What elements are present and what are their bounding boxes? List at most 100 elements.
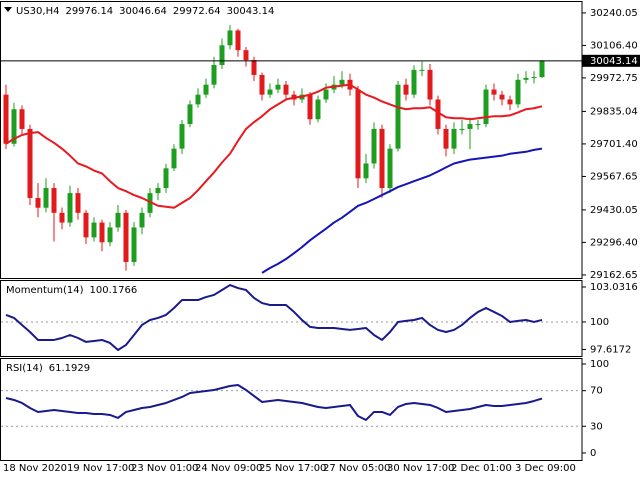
candle-body — [315, 99, 321, 120]
candle-body — [339, 79, 345, 85]
main-panel-frame — [0, 1, 583, 279]
candle-body — [155, 188, 161, 194]
candle-body — [235, 30, 241, 51]
candle-body — [251, 60, 257, 75]
moving-average — [5, 83, 543, 209]
y-tick-label: 29701.40 — [590, 139, 638, 150]
candle-body — [451, 128, 457, 149]
indicator-title: RSI(14) — [6, 363, 43, 374]
candle-body — [171, 148, 177, 169]
candle-body — [27, 128, 33, 198]
candle-body — [115, 212, 121, 228]
candle-body — [491, 89, 497, 95]
header-low: 29972.64 — [173, 6, 221, 17]
x-tick-label: 2 Dec 01:00 — [451, 463, 512, 474]
candle-body — [275, 84, 281, 90]
candle-body — [363, 163, 369, 179]
candle-body — [355, 89, 361, 179]
candle-body — [323, 89, 329, 100]
x-tick-label: 30 Nov 17:00 — [387, 463, 454, 474]
candle-body — [523, 77, 529, 80]
candle-body — [467, 124, 473, 129]
x-tick-label: 23 Nov 01:00 — [131, 463, 198, 474]
candle-body — [443, 128, 449, 149]
candle-body — [379, 128, 385, 189]
y-tick-label: 29835.04 — [590, 106, 638, 117]
y-tick-label: 29972.75 — [590, 73, 638, 84]
y-tick-label: 30 — [590, 421, 603, 432]
candle-body — [515, 79, 521, 105]
candle-body — [83, 212, 89, 238]
candle-body — [163, 168, 169, 189]
y-tick-label: 29296.40 — [590, 237, 638, 248]
header-close: 30043.14 — [227, 6, 275, 17]
candle-body — [243, 50, 249, 61]
candle-body — [43, 188, 49, 208]
candle-body — [107, 227, 113, 243]
candle-body — [123, 212, 129, 262]
y-tick-label: 29430.05 — [590, 205, 638, 216]
candle-body — [459, 128, 465, 130]
candle-body — [99, 222, 105, 243]
y-tick-label: 30240.05 — [590, 8, 638, 19]
candle-body — [387, 148, 393, 189]
candle-body — [19, 109, 25, 129]
candle-body — [59, 212, 65, 223]
indicator-value: 100.1766 — [90, 285, 138, 296]
y-tick-label: 29162.65 — [590, 270, 638, 281]
candle-body — [427, 69, 433, 100]
candle-body — [259, 74, 265, 95]
y-tick-label: 97.6172 — [590, 344, 631, 355]
candle-body — [11, 109, 17, 144]
candle-body — [307, 94, 313, 120]
header-open: 29976.14 — [65, 6, 113, 17]
candle-body — [435, 99, 441, 129]
last-price-label: 30043.14 — [590, 56, 638, 67]
candle-body — [75, 193, 81, 213]
candle-body — [131, 227, 137, 262]
x-tick-label: 18 Nov 2020 — [3, 463, 67, 474]
momentum-panel-frame — [0, 280, 583, 357]
indicator-value: 61.1929 — [49, 363, 90, 374]
candle-body — [195, 94, 201, 105]
candle-body — [51, 188, 57, 213]
candle-body — [179, 124, 185, 149]
candle-body — [411, 69, 417, 95]
candle-body — [203, 84, 209, 95]
candle-body — [395, 84, 401, 149]
chart-title: US30,H4 — [16, 6, 59, 17]
candle-body — [531, 77, 537, 79]
y-tick-label: 70 — [590, 386, 603, 397]
y-tick-label: 103.0316 — [590, 282, 638, 293]
candle-body — [267, 89, 273, 95]
moving-average — [261, 147, 543, 274]
candle-body — [3, 94, 9, 144]
y-tick-label: 100 — [590, 317, 609, 328]
candle-body — [371, 128, 377, 164]
candle-body — [483, 89, 489, 125]
candle-body — [403, 84, 409, 95]
x-tick-label: 25 Nov 17:00 — [259, 463, 326, 474]
candle-body — [499, 94, 505, 100]
candle-body — [139, 212, 145, 228]
x-tick-label: 19 Nov 17:00 — [67, 463, 134, 474]
candle-body — [507, 99, 513, 105]
y-tick-label: 29567.65 — [590, 171, 638, 182]
candle-body — [219, 45, 225, 65]
last-price-box — [582, 54, 640, 67]
menu-triangle — [4, 7, 12, 12]
y-tick-label: 0 — [590, 448, 596, 459]
candle-body — [67, 193, 73, 223]
indicator-line — [5, 383, 543, 421]
candle-body — [419, 69, 425, 71]
candle-body — [283, 84, 289, 95]
header-high: 30046.64 — [119, 6, 167, 17]
y-tick-label: 30106.40 — [590, 40, 638, 51]
x-tick-label: 3 Dec 09:00 — [515, 463, 576, 474]
candle-body — [539, 60, 545, 78]
candle-body — [475, 124, 481, 126]
candle-body — [91, 222, 97, 238]
candle-body — [211, 64, 217, 85]
